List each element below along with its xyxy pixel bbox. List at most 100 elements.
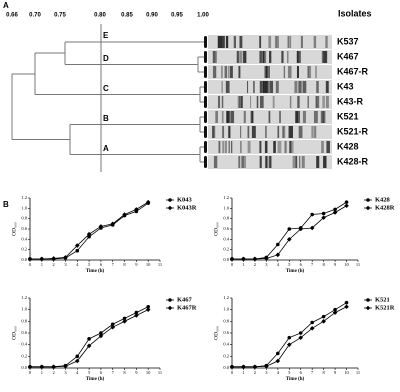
data-point xyxy=(98,224,104,229)
gel-band xyxy=(282,126,285,138)
gel-band xyxy=(212,66,217,78)
gel-band xyxy=(289,126,293,138)
x-tick-label: 3 xyxy=(265,262,268,267)
legend-label: K428 xyxy=(375,196,391,203)
data-point xyxy=(110,322,115,327)
gel-band xyxy=(215,111,218,123)
legend-label: K467 xyxy=(177,296,193,303)
gel-band xyxy=(302,111,306,123)
data-point xyxy=(321,211,326,216)
data-point xyxy=(344,200,349,204)
data-point xyxy=(229,256,235,262)
gel-band xyxy=(311,126,314,138)
gel-band xyxy=(287,51,289,63)
data-point xyxy=(241,364,246,370)
data-point xyxy=(298,335,304,340)
gel-band xyxy=(283,66,286,78)
gel-band xyxy=(229,66,233,78)
series-line xyxy=(232,205,347,260)
data-point xyxy=(27,364,33,370)
data-point xyxy=(344,203,349,209)
series-line xyxy=(232,302,347,368)
data-point xyxy=(75,248,80,253)
gel-band xyxy=(247,141,251,153)
data-point xyxy=(75,354,80,359)
data-point xyxy=(332,310,338,315)
data-point xyxy=(309,326,315,331)
data-point xyxy=(333,207,337,212)
x-tick-label: 10 xyxy=(146,370,151,375)
gel-band xyxy=(221,111,224,123)
gel-band xyxy=(230,111,235,123)
well xyxy=(204,111,207,123)
data-point xyxy=(122,319,127,324)
scale-tick-label: 0.95 xyxy=(171,13,183,19)
x-tick-label: 4 xyxy=(76,370,79,375)
x-tick-label: 6 xyxy=(100,262,103,267)
gel-band xyxy=(224,66,227,78)
data-point xyxy=(110,324,116,330)
legend-label: K043R xyxy=(177,204,197,211)
y-tick-label: 1.2 xyxy=(21,295,27,300)
gel-band xyxy=(296,66,299,78)
data-point xyxy=(134,313,139,318)
well xyxy=(204,51,207,63)
x-tick-label: 1 xyxy=(242,370,244,375)
data-point xyxy=(27,256,33,262)
gel-band xyxy=(321,141,324,153)
gel-band xyxy=(268,66,270,78)
x-tick-label: 10 xyxy=(146,262,151,267)
gel-band xyxy=(259,156,262,168)
y-tick-label: 0.4 xyxy=(223,236,229,241)
x-tick-label: 7 xyxy=(112,370,115,375)
scale-tick-label: 0.70 xyxy=(29,13,41,19)
gel-band xyxy=(221,36,225,48)
gel-band xyxy=(313,36,317,48)
gel-band xyxy=(269,81,274,93)
x-tick-label: 11 xyxy=(158,262,162,267)
gel-band xyxy=(269,51,272,63)
series-line xyxy=(30,201,149,260)
gel-band xyxy=(322,96,325,108)
gel-band xyxy=(264,141,268,153)
gel-band xyxy=(315,96,317,108)
gel-band xyxy=(259,81,263,93)
y-tick-label: 0.0 xyxy=(223,257,229,262)
data-point xyxy=(310,320,314,325)
data-point xyxy=(287,227,292,231)
gel-band xyxy=(320,111,325,123)
x-tick-label: 6 xyxy=(100,370,103,375)
gel-band xyxy=(231,141,233,153)
data-point xyxy=(63,363,68,369)
gel-band xyxy=(300,36,303,48)
y-axis-label: OD₆₀₀ xyxy=(213,326,219,340)
gel-band xyxy=(307,66,312,78)
gel-band xyxy=(225,81,230,93)
x-tick-label: 8 xyxy=(323,262,326,267)
gel-band xyxy=(325,81,329,93)
data-point xyxy=(287,335,292,340)
x-tick-label: 7 xyxy=(311,370,314,375)
gel-band xyxy=(277,141,282,153)
gel-lane xyxy=(208,140,332,154)
well xyxy=(204,126,207,138)
isolate-label: K43-R xyxy=(337,96,364,106)
y-tick-label: 0.2 xyxy=(21,353,27,358)
scale-tick-label: 1.00 xyxy=(197,13,209,19)
legend-label: K467R xyxy=(177,304,197,311)
y-tick-label: 1.2 xyxy=(223,195,229,200)
series-line xyxy=(30,306,149,368)
y-tick-label: 0.0 xyxy=(21,365,27,370)
gel-band xyxy=(301,156,305,168)
data-point xyxy=(51,256,56,261)
gel-band xyxy=(243,51,247,63)
data-point xyxy=(332,210,338,215)
gel-band xyxy=(289,36,292,48)
x-tick-label: 11 xyxy=(356,262,360,267)
gel-band xyxy=(221,36,225,48)
y-tick-label: 0.6 xyxy=(223,330,229,335)
gel-band xyxy=(226,111,229,123)
data-point xyxy=(298,331,303,335)
y-tick-label: 0.6 xyxy=(21,330,27,335)
gel-band xyxy=(326,141,330,153)
